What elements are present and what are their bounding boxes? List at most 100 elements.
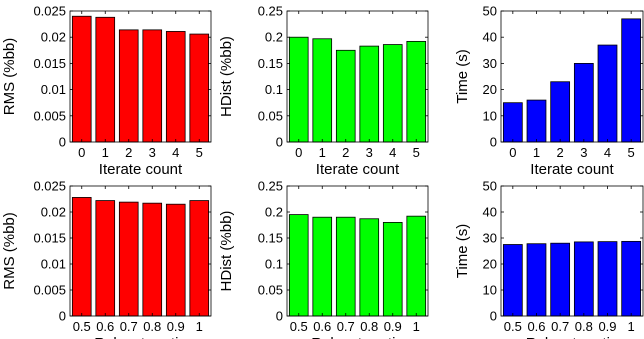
chart-panel-6: 0 10 20 30 40 50 0.5 0.6 0.7 0.8 0.9 1 Relocate rati…: [454, 179, 644, 339]
x-tick-label: 0.6: [96, 319, 114, 334]
x-axis-label: Iterate count: [316, 161, 400, 178]
x-tick-label: 4: [172, 145, 179, 160]
x-tick-label: 3: [149, 145, 156, 160]
bar-0.7: [550, 242, 571, 317]
chart-panel-1: 0 0.005 0.01 0.015 0.02 0.025 0 1 2 3 4 5 Iterate co…: [1, 4, 212, 178]
y-tick-label: 0.15: [258, 231, 283, 246]
x-tick-label: 1: [102, 145, 109, 160]
y-tick-label: 0.015: [33, 56, 66, 71]
x-tick-label: 0.8: [143, 319, 161, 334]
y-tick-label: 0.005: [33, 283, 66, 298]
bar-4: [382, 44, 403, 143]
x-tick-label: 0: [295, 145, 302, 160]
x-axis-label: Iterate count: [530, 161, 614, 178]
bar-0.5: [71, 197, 92, 317]
bar-0: [288, 36, 309, 143]
chart-panel-4: 0 0.005 0.01 0.015 0.02 0.025 0.5 0.6 0.7 0.8 0.9 1…: [1, 179, 212, 339]
bar-0.9: [382, 221, 403, 317]
x-tick-label: 2: [125, 145, 132, 160]
y-tick-label: 0.25: [258, 4, 283, 19]
y-tick-label: 0: [59, 135, 66, 150]
x-tick-label: 5: [628, 145, 635, 160]
bar-1: [526, 99, 547, 143]
bar-0.8: [359, 218, 380, 317]
y-tick-label: 0.1: [265, 257, 283, 272]
bar-2: [335, 49, 356, 143]
x-tick-label: 0: [509, 145, 516, 160]
axes-box: [69, 185, 212, 317]
x-tick-label: 3: [580, 145, 587, 160]
chart-panel-5: 0 0.05 0.1 0.15 0.2 0.25 0.5 0.6 0.7 0.8 0.9 1 Reloc…: [218, 179, 429, 339]
x-tick-label: 0.7: [551, 319, 569, 334]
bar-0.6: [95, 200, 116, 317]
y-tick-label: 0.15: [258, 56, 283, 71]
bar-2: [550, 81, 571, 143]
bar-0.5: [288, 214, 309, 317]
bar-0.9: [165, 203, 186, 317]
chart-panel-3: 0 10 20 30 40 50 0 1 2 3 4 5 Iterate count Time (s): [454, 4, 644, 178]
x-tick-label: 0.9: [384, 319, 402, 334]
y-tick-label: 0: [490, 309, 497, 324]
bar-0.8: [573, 241, 594, 317]
x-axis-label: Relocate ratio: [311, 335, 404, 339]
y-tick-label: 0.02: [41, 30, 66, 45]
y-tick-label: 0.1: [265, 82, 283, 97]
x-tick-label: 1: [196, 319, 203, 334]
x-tick-label: 0.7: [337, 319, 355, 334]
y-tick-label: 20: [483, 257, 497, 272]
axes-box: [500, 185, 644, 317]
x-tick-label: 5: [413, 145, 420, 160]
x-tick-label: 0.7: [120, 319, 138, 334]
y-axis-label: Time (s): [454, 224, 471, 278]
y-tick-label: 30: [483, 231, 497, 246]
bar-0.9: [597, 241, 618, 317]
y-tick-label: 0.01: [41, 82, 66, 97]
bar-3: [142, 29, 163, 143]
x-tick-label: 2: [557, 145, 564, 160]
chart-panel-2: 0 0.05 0.1 0.15 0.2 0.25 0 1 2 3 4 5 Iterate count HD…: [218, 4, 429, 178]
y-tick-label: 50: [483, 179, 497, 194]
x-tick-label: 0.8: [575, 319, 593, 334]
y-tick-label: 0.2: [265, 30, 283, 45]
x-axis-label: Iterate count: [99, 161, 183, 178]
bar-4: [597, 44, 618, 143]
bar-5: [406, 40, 427, 143]
x-tick-label: 0.9: [598, 319, 616, 334]
y-tick-label: 0: [276, 135, 283, 150]
x-tick-label: 0.6: [527, 319, 545, 334]
axes-box: [286, 10, 429, 143]
x-tick-label: 4: [604, 145, 611, 160]
y-axis-label: HDist (%bb): [218, 36, 235, 117]
bar-1: [95, 16, 116, 143]
bar-0.7: [118, 201, 139, 317]
bar-0: [71, 15, 92, 143]
y-tick-label: 0.2: [265, 205, 283, 220]
bar-2: [118, 29, 139, 143]
bar-3: [573, 63, 594, 143]
bar-0: [502, 102, 523, 143]
y-tick-label: 0.025: [33, 4, 66, 19]
bar-4: [165, 31, 186, 143]
y-tick-label: 50: [483, 4, 497, 19]
bar-1: [312, 38, 333, 143]
y-tick-label: 0: [276, 309, 283, 324]
axes-box: [500, 10, 644, 143]
y-tick-label: 40: [483, 205, 497, 220]
bar-1: [406, 215, 427, 317]
x-tick-label: 4: [389, 145, 396, 160]
y-axis-label: RMS (%bb): [1, 212, 18, 290]
bar-0.7: [335, 216, 356, 317]
x-tick-label: 5: [196, 145, 203, 160]
y-tick-label: 30: [483, 56, 497, 71]
y-tick-label: 0.25: [258, 179, 283, 194]
y-tick-label: 0.025: [33, 179, 66, 194]
axes-box: [69, 10, 212, 143]
y-tick-label: 0.02: [41, 205, 66, 220]
x-axis-label: Relocate ratio: [526, 335, 619, 339]
bar-1: [189, 200, 210, 317]
x-tick-label: 0.5: [504, 319, 522, 334]
bar-5: [621, 18, 642, 143]
x-tick-label: 1: [628, 319, 635, 334]
y-axis-label: RMS (%bb): [1, 38, 18, 116]
